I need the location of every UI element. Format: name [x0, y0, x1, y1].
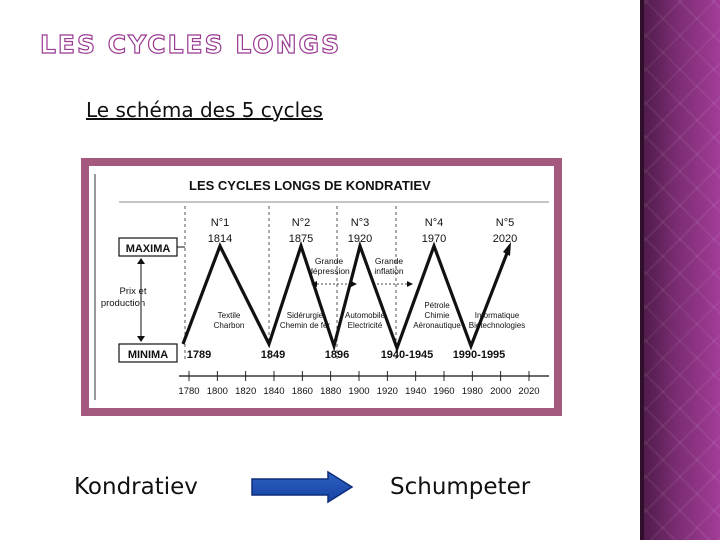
timeline-year-label: 1800	[207, 386, 228, 397]
minimum-year-2: 1849	[261, 349, 285, 361]
innovation-4-line1: Pétrole	[424, 301, 450, 310]
innovation-4-line2: Chimie	[425, 311, 450, 320]
axis-label-line2: production	[101, 298, 145, 309]
innovation-4-line3: Aéronautique	[413, 321, 461, 330]
kondratiev-figure-frame: LES CYCLES LONGS DE KONDRATIEV N°1 1814 …	[81, 158, 562, 416]
minimum-year-1: 1789	[187, 349, 211, 361]
period-1-line1: Grande	[315, 256, 344, 266]
minimum-year-5: 1990-1995	[453, 349, 506, 361]
cycle-5-number: N°5	[496, 217, 514, 229]
innovation-2-line1: Sidérurgie	[287, 311, 324, 320]
timeline-year-label: 1920	[377, 386, 398, 397]
timeline-year-label: 2000	[490, 386, 511, 397]
minimum-year-3: 1896	[325, 349, 349, 361]
cycle-zigzag-line	[181, 240, 511, 353]
innovation-3-line1: Automobile	[345, 311, 386, 320]
schumpeter-label: Schumpeter	[390, 474, 531, 500]
slide-title: LES CYCLES LONGS	[39, 29, 342, 59]
decorative-side-band	[640, 0, 720, 540]
cycle-1-year: 1814	[208, 233, 232, 245]
period-1-line2: dépression	[308, 266, 350, 276]
timeline-ticks: 1780 1800 1820 1840 1860 1880 1900 1920 1940 1960…	[178, 371, 540, 397]
timeline-year-label: 1820	[235, 386, 256, 397]
timeline-year-label: 1880	[320, 386, 341, 397]
minimum-year-4: 1940-1945	[381, 349, 434, 361]
zigzag-arrow-head	[503, 242, 511, 256]
period-1-right-arrow	[351, 281, 357, 287]
cycle-5-year: 2020	[493, 233, 517, 245]
period-2-line1: Grande	[375, 256, 404, 266]
minima-box	[118, 343, 178, 363]
kondratiev-diagram: LES CYCLES LONGS DE KONDRATIEV N°1 1814 …	[94, 174, 549, 400]
innovation-5-line1: Informatique	[475, 311, 520, 320]
period-2-right-arrow	[407, 281, 413, 287]
timeline-year-label: 1960	[433, 386, 454, 397]
innovation-2-line2: Chemin de fer	[280, 321, 331, 330]
cycle-separators	[184, 206, 397, 361]
timeline-year-label: 1860	[292, 386, 313, 397]
cycle-3-number: N°3	[351, 217, 369, 229]
timeline-year-label: 1840	[263, 386, 284, 397]
kondratiev-figure: LES CYCLES LONGS DE KONDRATIEV N°1 1814 …	[89, 166, 554, 408]
arrow-shape	[251, 470, 354, 504]
cycle-2-number: N°2	[292, 217, 310, 229]
timeline-year-label: 2020	[518, 386, 539, 397]
cycle-3-year: 1920	[348, 233, 372, 245]
axis-label-line1: Prix et	[120, 286, 147, 297]
range-arrow-down	[137, 336, 145, 342]
timeline-year-label: 1940	[405, 386, 426, 397]
innovation-1-line1: Textile	[218, 311, 241, 320]
timeline-year-label: 1900	[348, 386, 369, 397]
cycle-4-number: N°4	[425, 217, 443, 229]
maxima-label: MAXIMA	[126, 243, 171, 255]
figure-title: LES CYCLES LONGS DE KONDRATIEV	[189, 178, 431, 193]
cycle-1-number: N°1	[211, 217, 229, 229]
range-arrow-up	[137, 258, 145, 264]
slide-subtitle: Le schéma des 5 cycles	[86, 98, 323, 122]
kondratiev-label: Kondratiev	[74, 474, 198, 500]
cycle-2-year: 1875	[289, 233, 313, 245]
period-2-line2: inflation	[374, 266, 404, 276]
cycle-4-year: 1970	[422, 233, 446, 245]
innovation-3-line2: Electricité	[348, 321, 383, 330]
timeline-year-label: 1780	[178, 386, 199, 397]
innovation-1-line2: Charbon	[214, 321, 245, 330]
innovation-5-line2: Biotechnologies	[469, 321, 525, 330]
minima-label: MINIMA	[128, 349, 168, 361]
timeline-year-label: 1980	[462, 386, 483, 397]
right-arrow-icon	[251, 470, 354, 504]
period-1-left-arrow	[311, 281, 317, 287]
